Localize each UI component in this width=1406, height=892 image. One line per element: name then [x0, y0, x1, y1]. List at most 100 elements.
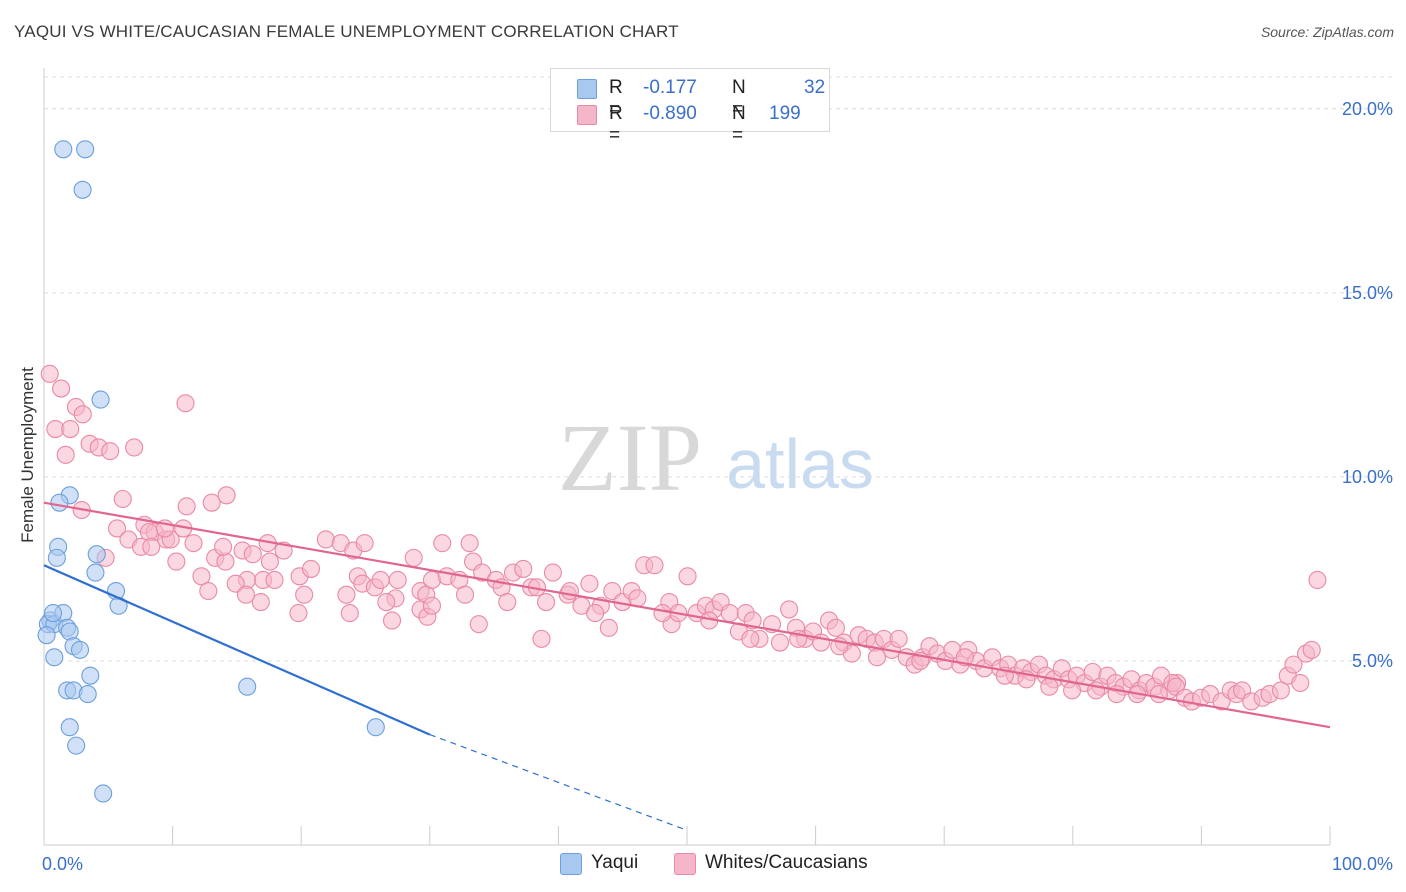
data-point-whites	[316, 530, 335, 549]
legend-r-value: -0.177	[643, 77, 697, 98]
data-point-yaqui	[45, 648, 64, 667]
data-point-whites	[1063, 681, 1082, 700]
data-point-yaqui	[43, 604, 63, 623]
data-point-whites	[73, 405, 92, 424]
data-point-whites	[192, 567, 211, 586]
data-point-whites	[388, 570, 407, 590]
data-point-yaqui	[94, 784, 113, 803]
data-point-whites	[226, 574, 245, 593]
data-point-whites	[107, 519, 127, 538]
data-point-whites	[202, 493, 221, 512]
data-point-whites	[433, 534, 452, 553]
data-point-whites	[460, 534, 479, 553]
bottom-legend-swatch-yaqui	[560, 853, 582, 875]
data-point-yaqui	[91, 390, 110, 409]
legend-r-value: -0.890	[643, 103, 697, 124]
data-point-whites	[1271, 681, 1290, 700]
data-point-whites	[295, 585, 314, 604]
data-point-whites	[741, 629, 760, 648]
data-point-whites	[251, 593, 270, 612]
trend-layer	[43, 501, 1331, 831]
x-tick-label: 0.0%	[42, 854, 83, 874]
data-point-whites	[469, 615, 488, 634]
data-point-whites	[61, 420, 80, 439]
data-point-yaqui	[50, 493, 69, 512]
data-point-whites	[216, 552, 235, 571]
legend-swatch-whites	[577, 105, 597, 125]
watermark-atlas: atlas	[726, 425, 874, 503]
data-point-whites	[653, 604, 672, 623]
data-point-whites	[889, 629, 908, 648]
legend-r-label: R =	[609, 103, 623, 146]
data-point-whites	[199, 581, 218, 601]
data-point-yaqui	[76, 140, 95, 159]
data-point-whites	[543, 563, 562, 582]
data-point-whites	[498, 593, 517, 612]
data-point-whites	[1284, 655, 1303, 674]
data-point-whites	[217, 486, 236, 505]
data-point-yaqui	[67, 736, 86, 755]
data-point-whites	[826, 618, 845, 637]
data-point-yaqui	[47, 548, 66, 567]
data-point-whites	[56, 445, 75, 464]
data-point-yaqui	[70, 640, 90, 659]
data-point-whites	[678, 567, 697, 586]
data-point-yaqui	[60, 718, 79, 737]
data-point-whites	[599, 618, 618, 637]
data-point-whites	[955, 648, 974, 667]
data-point-whites	[301, 559, 321, 578]
data-point-whites	[340, 604, 359, 623]
data-point-whites	[337, 585, 356, 604]
data-point-whites	[377, 593, 396, 612]
data-point-whites	[176, 394, 195, 413]
data-point-whites	[1308, 570, 1327, 590]
watermark: ZIP atlas	[558, 404, 874, 511]
data-point-whites	[167, 552, 186, 571]
y-tick-label: 5.0%	[1352, 651, 1393, 671]
data-point-yaqui	[366, 718, 385, 737]
data-point-whites	[645, 556, 664, 575]
data-point-whites	[537, 593, 556, 612]
legend-box: R = -0.177 N = 32 R = -0.890 N = 199	[550, 68, 830, 146]
data-point-whites	[142, 537, 161, 556]
data-point-whites	[1149, 685, 1168, 704]
trend-line-yaqui	[43, 564, 431, 736]
data-point-whites	[603, 581, 622, 601]
data-point-whites	[867, 648, 887, 667]
data-point-whites	[404, 548, 423, 567]
data-point-whites	[720, 604, 739, 623]
data-point-whites	[236, 585, 256, 604]
data-point-yaqui	[73, 180, 92, 199]
data-point-whites	[52, 379, 71, 398]
legend-n-label: N =	[732, 103, 746, 146]
y-tick-label: 20.0%	[1342, 99, 1393, 119]
bottom-legend-swatch-whites	[674, 853, 696, 875]
data-point-whites	[289, 604, 308, 623]
trend-line-whites	[43, 501, 1331, 729]
y-tick-label: 10.0%	[1342, 467, 1393, 487]
legend-n-value: 32	[804, 77, 826, 98]
data-point-whites	[40, 364, 59, 383]
legend-n-label: N =	[732, 77, 746, 120]
data-point-whites	[177, 497, 196, 516]
y-axis-label: Female Unemployment	[18, 367, 37, 543]
data-point-yaqui	[78, 685, 97, 704]
data-point-whites	[456, 585, 475, 604]
data-point-whites	[265, 570, 284, 590]
data-point-whites	[113, 489, 132, 509]
x-tick-label: 100.0%	[1332, 854, 1393, 874]
data-point-whites	[580, 574, 599, 593]
data-point-yaqui	[87, 545, 106, 564]
chart-title: YAQUI VS WHITE/CAUCASIAN FEMALE UNEMPLOY…	[14, 22, 679, 41]
bottom-legend-label-yaqui: Yaqui	[591, 852, 639, 873]
axis-layer	[43, 68, 1331, 846]
data-point-whites	[1040, 677, 1059, 696]
points-layer	[37, 140, 1327, 803]
bottom-legend-label-whites: Whites/Caucasians	[705, 852, 868, 873]
data-point-whites	[586, 604, 605, 623]
data-point-whites	[1302, 640, 1321, 659]
data-point-yaqui	[54, 140, 73, 159]
data-point-whites	[243, 545, 262, 564]
legend-n-value: 199	[769, 103, 801, 124]
